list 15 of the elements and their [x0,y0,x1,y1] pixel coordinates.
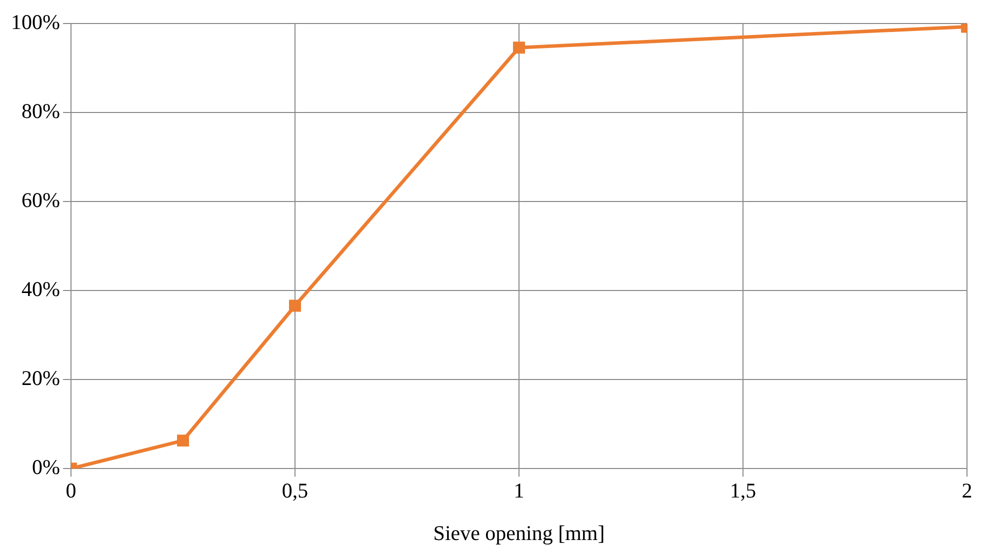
y-tick-label: 20% [21,366,60,390]
x-tick-label: 0 [66,478,76,503]
x-tick-label: 2 [962,478,972,503]
y-tick-label: 40% [21,277,60,302]
y-tick-label: 60% [21,188,60,212]
x-tick-label: 1 [514,478,524,503]
x-axis-title: Sieve opening [mm] [433,520,605,545]
point [513,42,525,54]
y-tick-label: 100% [10,10,60,34]
y-tick-label: 0% [32,455,60,480]
x-tick-label: 0,5 [282,478,308,503]
y-tick-label: 80% [21,99,60,124]
point [177,434,189,447]
x-tick-label: 1,5 [730,478,756,503]
point [289,300,301,312]
